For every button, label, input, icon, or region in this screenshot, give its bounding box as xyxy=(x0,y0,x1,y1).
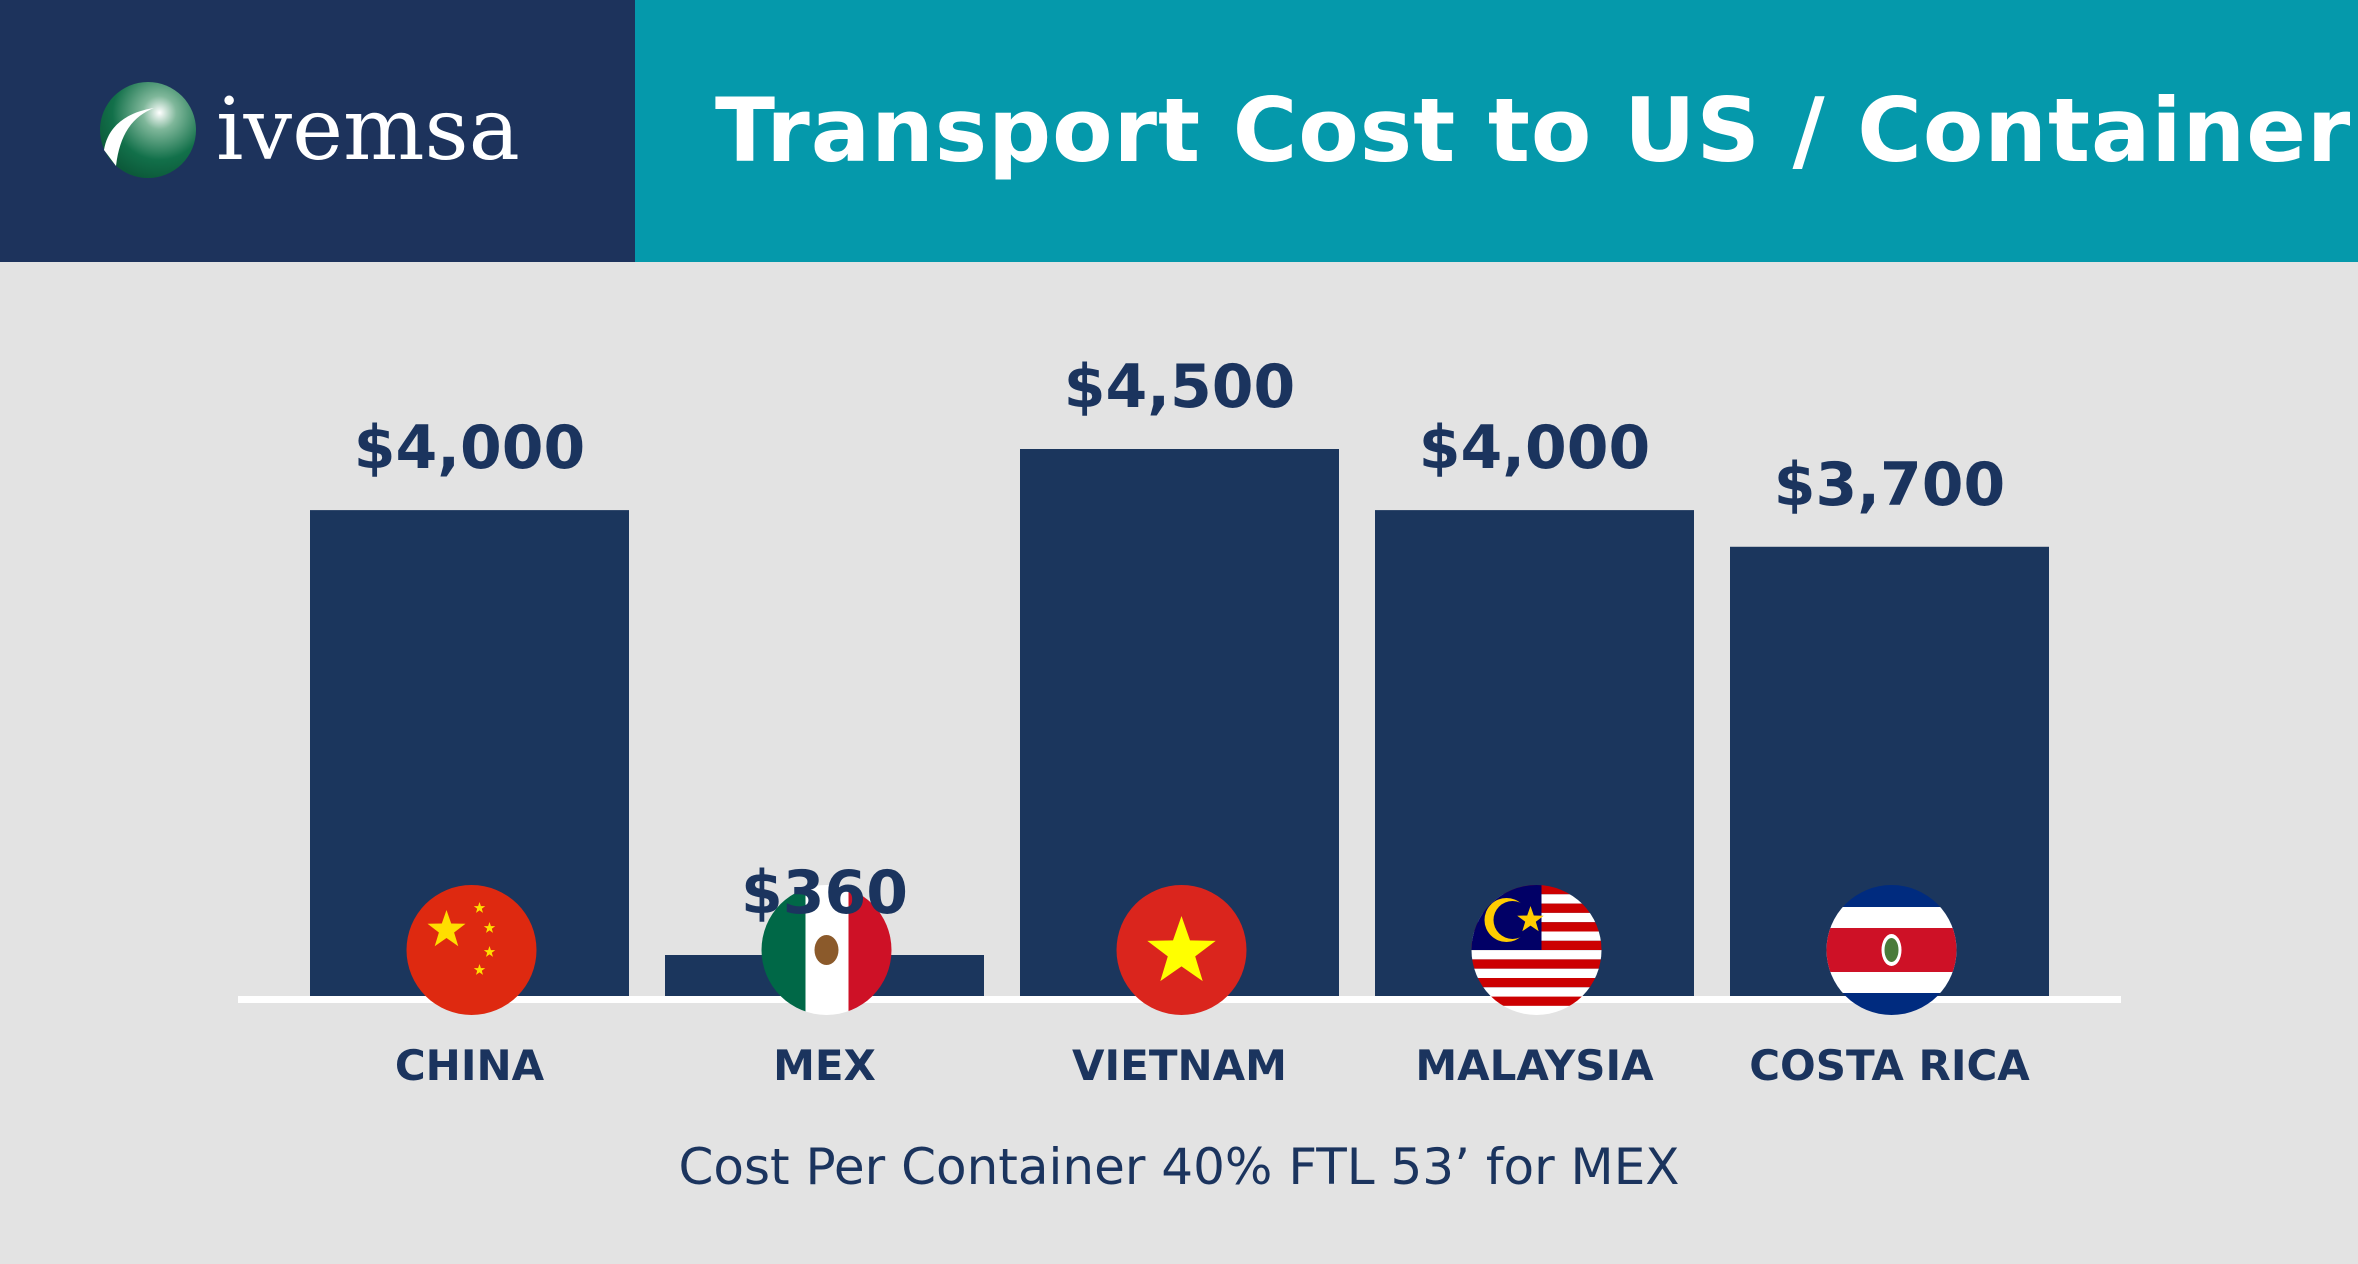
footnote: Cost Per Container 40% FTL 53’ for MEX xyxy=(678,1138,1680,1196)
logo-text: ivemsa xyxy=(216,80,520,180)
data-label: $3,700 xyxy=(1774,450,2006,520)
bar-chart: $4,000 CHINA $360 MEX $4,500 VIETNAM $4,000 MAL… xyxy=(238,352,2121,1090)
china-flag-icon xyxy=(406,885,537,1015)
malaysia-flag-icon xyxy=(1471,885,1602,1015)
category-label: MALAYSIA xyxy=(1415,1041,1654,1090)
category-label: VIETNAM xyxy=(1072,1041,1287,1090)
mexico-flag-icon xyxy=(761,885,892,1015)
ivemsa-logo-icon xyxy=(100,82,196,178)
vietnam-flag-icon xyxy=(1116,885,1247,1015)
chart-title: Transport Cost to US / Container xyxy=(715,79,2352,182)
data-label: $4,000 xyxy=(1419,413,1651,483)
star-icon xyxy=(473,964,486,975)
data-label: $4,500 xyxy=(1064,352,1296,422)
category-label: MEX xyxy=(773,1041,876,1090)
star-icon xyxy=(473,902,486,913)
category-label: COSTA RICA xyxy=(1749,1041,2030,1090)
data-label: $4,000 xyxy=(354,413,586,483)
title-banner: Transport Cost to US / Container xyxy=(635,0,2358,262)
star-icon xyxy=(1517,906,1544,932)
star-icon xyxy=(1147,916,1216,982)
data-label: $360 xyxy=(741,858,908,928)
costa-rica-flag-icon xyxy=(1826,885,1957,1015)
logo-panel: ivemsa xyxy=(0,0,635,262)
star-icon xyxy=(483,922,496,933)
star-icon xyxy=(427,910,466,947)
category-label: CHINA xyxy=(395,1041,545,1090)
star-icon xyxy=(483,946,496,957)
